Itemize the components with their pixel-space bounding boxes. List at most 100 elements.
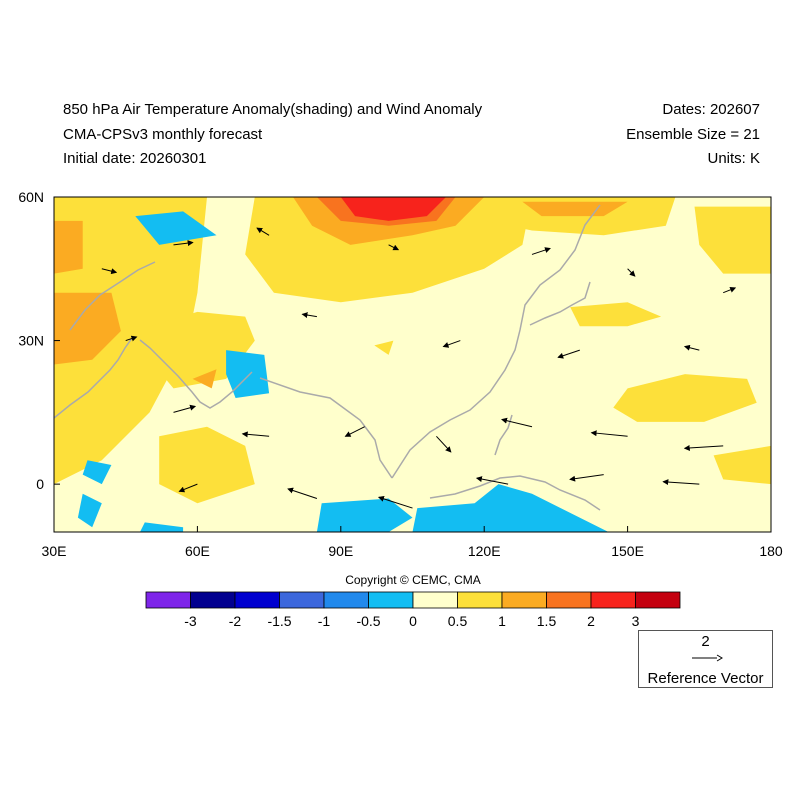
anomaly-region xyxy=(474,197,676,236)
coastline-maritime-continent xyxy=(429,475,601,511)
anomaly-region xyxy=(82,460,112,485)
colorbar-label: -0.5 xyxy=(356,613,380,629)
coastline-india xyxy=(139,339,253,409)
anomaly-region xyxy=(340,197,446,221)
colorbar-label: 2 xyxy=(587,613,595,629)
colorbar-swatch xyxy=(457,591,503,609)
colorbar-swatch xyxy=(590,591,636,609)
colorbar-swatch xyxy=(323,591,369,609)
reference-vector-magnitude: 2 xyxy=(701,633,710,650)
anomaly-region xyxy=(226,350,270,398)
anomaly-region xyxy=(570,302,662,327)
colorbar-label: 1.5 xyxy=(537,613,557,629)
wind-vector xyxy=(344,426,365,437)
anomaly-region xyxy=(135,211,217,245)
anomaly-region xyxy=(77,493,102,528)
reference-vector-arrow-icon xyxy=(692,654,723,662)
anomaly-region xyxy=(412,484,609,532)
longitude-tick-label: 150E xyxy=(611,543,644,559)
wind-vector xyxy=(531,247,551,255)
wind-vector xyxy=(569,474,604,482)
anomaly-region xyxy=(54,220,83,274)
anomaly-region xyxy=(140,522,184,532)
colorbar-swatch xyxy=(635,591,681,609)
colorbar-label: -1 xyxy=(318,613,331,629)
longitude-tick-label: 120E xyxy=(468,543,501,559)
coastline-southeast-asia xyxy=(259,377,393,479)
wind-vector xyxy=(590,430,628,437)
coastline-west-asia xyxy=(69,261,156,331)
wind-vector xyxy=(683,344,700,351)
colorbar-swatch xyxy=(234,591,280,609)
initial-date: Initial date: 20260301 xyxy=(63,150,207,167)
anomaly-region xyxy=(159,426,255,504)
longitude-tick-label: 60E xyxy=(185,543,210,559)
anomaly-region xyxy=(374,340,394,355)
reference-vector-box: 2 Reference Vector xyxy=(638,630,773,688)
reference-vector-label: Reference Vector xyxy=(647,670,764,687)
colorbar-label: 3 xyxy=(632,613,640,629)
longitude-tick-label: 30E xyxy=(42,543,67,559)
wind-vector xyxy=(388,244,400,251)
colorbar-label: 0.5 xyxy=(448,613,468,629)
anomaly-region xyxy=(54,292,121,365)
wind-vector xyxy=(662,479,700,486)
latitude-tick-label: 60N xyxy=(18,189,44,205)
wind-vector xyxy=(173,404,197,413)
wind-vector xyxy=(241,431,270,438)
map-subtitle: CMA-CPSv3 monthly forecast xyxy=(63,126,263,143)
map-plot-area xyxy=(53,196,772,533)
anomaly-region xyxy=(192,369,217,389)
colorbar-label: -3 xyxy=(184,613,197,629)
colorbar-swatch xyxy=(412,591,458,609)
longitude-tick-label: 180 xyxy=(759,543,783,559)
colorbar-label: -1.5 xyxy=(267,613,291,629)
wind-vector xyxy=(442,340,461,348)
colorbar-swatch xyxy=(190,591,236,609)
wind-vector xyxy=(173,240,194,247)
wind-vector xyxy=(178,483,198,493)
longitude-axis: 30E 60E 90E 120E 150E 180 xyxy=(42,526,783,559)
coastline-japan xyxy=(529,281,591,326)
colorbar-label: -2 xyxy=(229,613,242,629)
wind-vector xyxy=(377,495,413,509)
anomaly-region xyxy=(694,206,771,274)
map-frame xyxy=(53,196,772,533)
wind-vector xyxy=(436,435,452,453)
anomaly-region xyxy=(613,374,757,422)
colorbar-swatch xyxy=(546,591,592,609)
units-label: Units: K xyxy=(707,150,760,167)
wind-vector xyxy=(501,417,533,428)
latitude-axis: 60N 30N 0 xyxy=(18,189,60,492)
forecast-dates: Dates: 202607 xyxy=(662,101,760,118)
colorbar-label: 1 xyxy=(498,613,506,629)
wind-vector xyxy=(723,286,737,294)
coastline-east-asia xyxy=(391,204,601,479)
colorbar: -3 -2 -1.5 -1 -0.5 0 0.5 1 1.5 2 3 xyxy=(145,591,681,629)
anomaly-region xyxy=(316,498,413,532)
colorbar-swatch xyxy=(145,591,191,609)
colorbar-swatch xyxy=(501,591,547,609)
wind-vectors xyxy=(101,227,737,509)
wind-vector xyxy=(627,268,636,277)
colorbar-swatch xyxy=(368,591,414,609)
wind-vector xyxy=(683,444,724,451)
latitude-tick-label: 0 xyxy=(36,476,44,492)
map-title: 850 hPa Air Temperature Anomaly(shading)… xyxy=(63,101,483,118)
wind-vector xyxy=(287,487,318,499)
colorbar-swatch xyxy=(279,591,325,609)
colorbar-label: 0 xyxy=(409,613,417,629)
anomaly-region xyxy=(713,445,771,485)
anomaly-region xyxy=(522,201,628,217)
wind-vector xyxy=(101,268,118,275)
latitude-tick-label: 30N xyxy=(18,333,44,349)
coastline-africa-arabia xyxy=(54,337,133,419)
ensemble-size: Ensemble Size = 21 xyxy=(626,126,760,143)
copyright-notice: Copyright © CEMC, CMA xyxy=(345,573,481,587)
wind-vector xyxy=(256,227,270,236)
wind-vector xyxy=(557,349,580,359)
longitude-tick-label: 90E xyxy=(328,543,353,559)
wind-vector xyxy=(475,476,509,485)
wind-vector xyxy=(125,335,138,342)
